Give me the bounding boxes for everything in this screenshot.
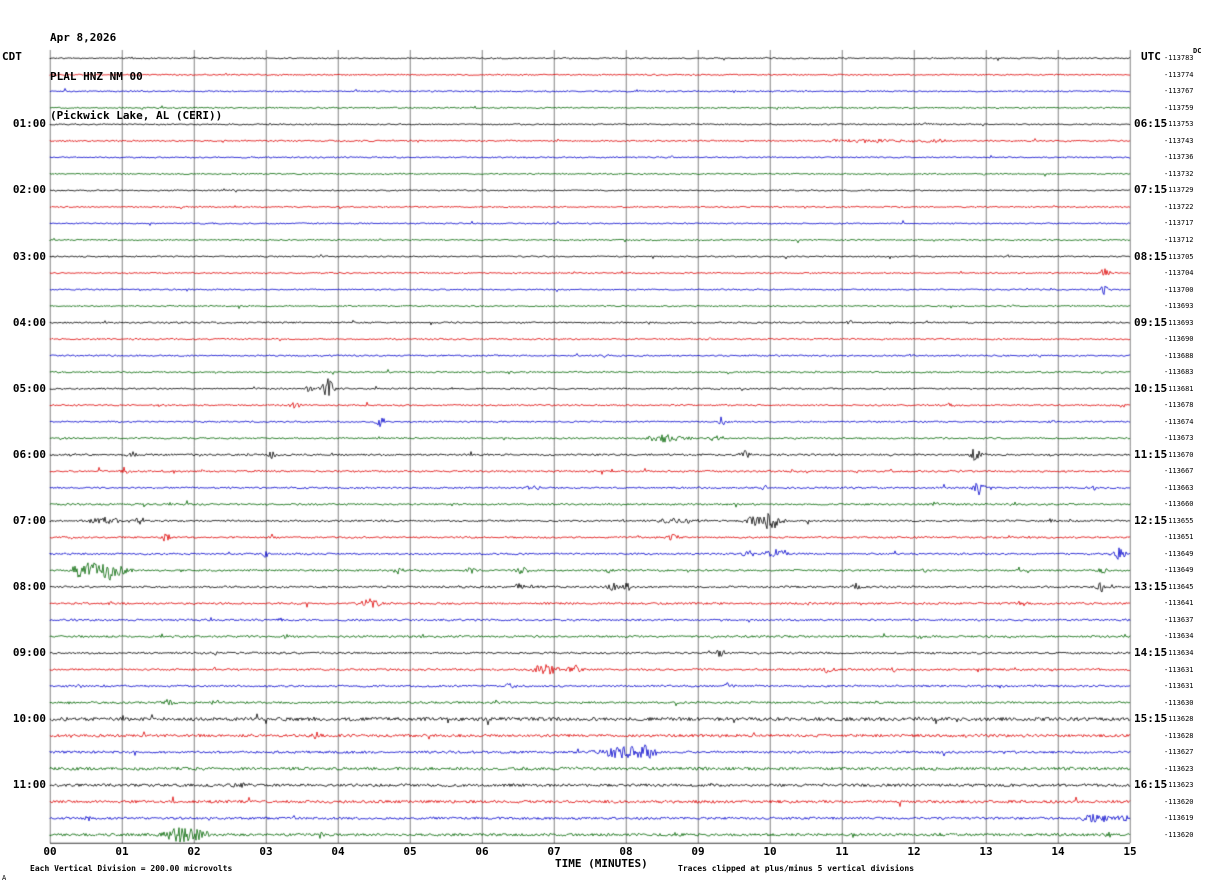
- dc-offset-value: -113634: [1164, 632, 1194, 641]
- dc-offset-value: -113645: [1164, 582, 1194, 591]
- left-timezone-label: CDT: [2, 50, 22, 63]
- dc-offset-value: -113628: [1164, 731, 1194, 740]
- x-axis-tick-label: 12: [907, 845, 921, 858]
- x-axis-tick-label: 00: [43, 845, 57, 858]
- dc-offset-value: -113637: [1164, 615, 1194, 624]
- dc-offset-value: -113732: [1164, 169, 1194, 178]
- dc-offset-value: -113670: [1164, 450, 1194, 459]
- left-time-label: 06:00: [12, 447, 46, 461]
- right-time-label: 10:15: [1134, 381, 1168, 395]
- right-time-label: 13:15: [1134, 579, 1168, 593]
- dc-offset-value: -113759: [1164, 103, 1194, 112]
- x-axis-tick-label: 02: [187, 845, 201, 858]
- dc-offset-value: -113663: [1164, 483, 1194, 492]
- dc-offset-value: -113753: [1164, 120, 1194, 129]
- dc-offset-value: -113693: [1164, 302, 1194, 311]
- dc-offset-value: -113649: [1164, 566, 1194, 575]
- dc-offset-value: -113717: [1164, 219, 1194, 228]
- dc-offset-value: -113712: [1164, 235, 1194, 244]
- dc-offset-value: -113634: [1164, 649, 1194, 657]
- dc-offset-value: -113673: [1164, 434, 1194, 443]
- dc-offset-value: -113630: [1164, 698, 1194, 707]
- right-timezone-label: UTC: [1141, 50, 1161, 63]
- dc-offset-value: -113705: [1164, 252, 1194, 261]
- dc-offset-value: -113623: [1164, 764, 1194, 773]
- dc-offset-value: -113627: [1164, 748, 1194, 757]
- right-time-label: 09:15: [1134, 315, 1168, 329]
- right-time-label: 14:15: [1134, 646, 1168, 659]
- dc-offset-value: -113631: [1164, 665, 1194, 674]
- dc-offset-value: -113767: [1164, 87, 1194, 96]
- right-time-label: 15:15: [1134, 712, 1168, 726]
- x-axis-tick-label: 15: [1123, 845, 1137, 858]
- right-time-label: 16:15: [1134, 778, 1168, 792]
- dc-offset-value: -113783: [1164, 54, 1194, 63]
- dc-offset-value: -113690: [1164, 335, 1194, 344]
- right-time-label: 06:15: [1134, 117, 1168, 131]
- dc-offset-value: -113704: [1164, 269, 1194, 278]
- left-time-label: 08:00: [12, 579, 46, 593]
- dc-offset-value: -113655: [1164, 516, 1194, 525]
- x-axis-tick-label: 01: [115, 845, 129, 858]
- dc-offset-value: -113688: [1164, 351, 1194, 360]
- x-axis-tick-label: 07: [547, 845, 561, 858]
- right-time-label: 12:15: [1134, 513, 1168, 527]
- dc-offset-value: -113736: [1164, 153, 1194, 162]
- plot-header: Apr 8,2026 PLAL HNZ NM 00 (Pickwick Lake…: [50, 5, 222, 148]
- dc-offset-value: -113667: [1164, 467, 1194, 476]
- dc-offset-column-header: DC: [1193, 47, 1202, 55]
- dc-offset-value: -113774: [1164, 70, 1194, 79]
- dc-offset-value: -113681: [1164, 384, 1194, 393]
- dc-offset-value: -113649: [1164, 549, 1194, 558]
- dc-offset-value: -113620: [1164, 830, 1194, 839]
- x-axis-tick-label: 09: [691, 845, 705, 858]
- x-axis-tick-label: 14: [1051, 845, 1065, 858]
- right-time-label: 07:15: [1134, 183, 1168, 197]
- dc-offset-value: -113660: [1164, 500, 1194, 509]
- dc-offset-value: -113693: [1164, 318, 1194, 327]
- left-time-label: 09:00: [12, 646, 46, 659]
- dc-offset-value: -113722: [1164, 202, 1194, 211]
- x-axis-title: TIME (MINUTES): [555, 857, 648, 870]
- left-time-label: 11:00: [12, 778, 46, 792]
- dc-offset-value: -113631: [1164, 682, 1194, 691]
- left-time-label: 10:00: [12, 712, 46, 726]
- x-axis-tick-label: 06: [475, 845, 489, 858]
- header-location: (Pickwick Lake, AL (CERI)): [50, 109, 223, 122]
- dc-offset-value: -113743: [1164, 136, 1194, 145]
- x-axis-tick-label: 13: [979, 845, 993, 858]
- left-time-label: 07:00: [12, 513, 46, 527]
- dc-offset-value: -113683: [1164, 368, 1194, 377]
- left-time-label: 01:00: [12, 117, 46, 131]
- vertical-scale-note: Each Vertical Division = 200.00 microvol…: [30, 864, 233, 873]
- dc-offset-value: -113651: [1164, 533, 1194, 542]
- dc-offset-value: -113628: [1164, 715, 1194, 724]
- x-axis-tick-label: 04: [331, 845, 345, 858]
- dc-offset-value: -113641: [1164, 599, 1194, 608]
- left-time-label: 04:00: [12, 315, 46, 329]
- right-time-label: 08:15: [1134, 249, 1168, 263]
- dc-offset-value: -113700: [1164, 285, 1194, 294]
- x-axis-tick-label: 05: [403, 845, 417, 858]
- dc-offset-value: -113623: [1164, 781, 1194, 790]
- dc-offset-value: -113729: [1164, 186, 1194, 195]
- left-time-label: 02:00: [12, 183, 46, 197]
- x-axis-tick-label: 08: [619, 845, 633, 858]
- corner-mark: A: [2, 874, 7, 882]
- dc-offset-value: -113620: [1164, 797, 1194, 806]
- x-axis-tick-label: 11: [835, 845, 849, 858]
- left-time-label: 05:00: [12, 381, 46, 395]
- header-station: PLAL HNZ NM 00: [50, 70, 143, 83]
- dc-offset-value: -113678: [1164, 401, 1194, 410]
- left-time-label: 03:00: [12, 249, 46, 263]
- clipping-note: Traces clipped at plus/minus 5 vertical …: [678, 864, 915, 873]
- header-date: Apr 8,2026: [50, 31, 117, 44]
- x-axis-tick-label: 03: [259, 845, 273, 858]
- dc-offset-value: -113619: [1164, 814, 1194, 823]
- dc-offset-value: -113674: [1164, 417, 1194, 426]
- x-axis-tick-label: 10: [763, 845, 777, 858]
- right-time-label: 11:15: [1134, 447, 1168, 461]
